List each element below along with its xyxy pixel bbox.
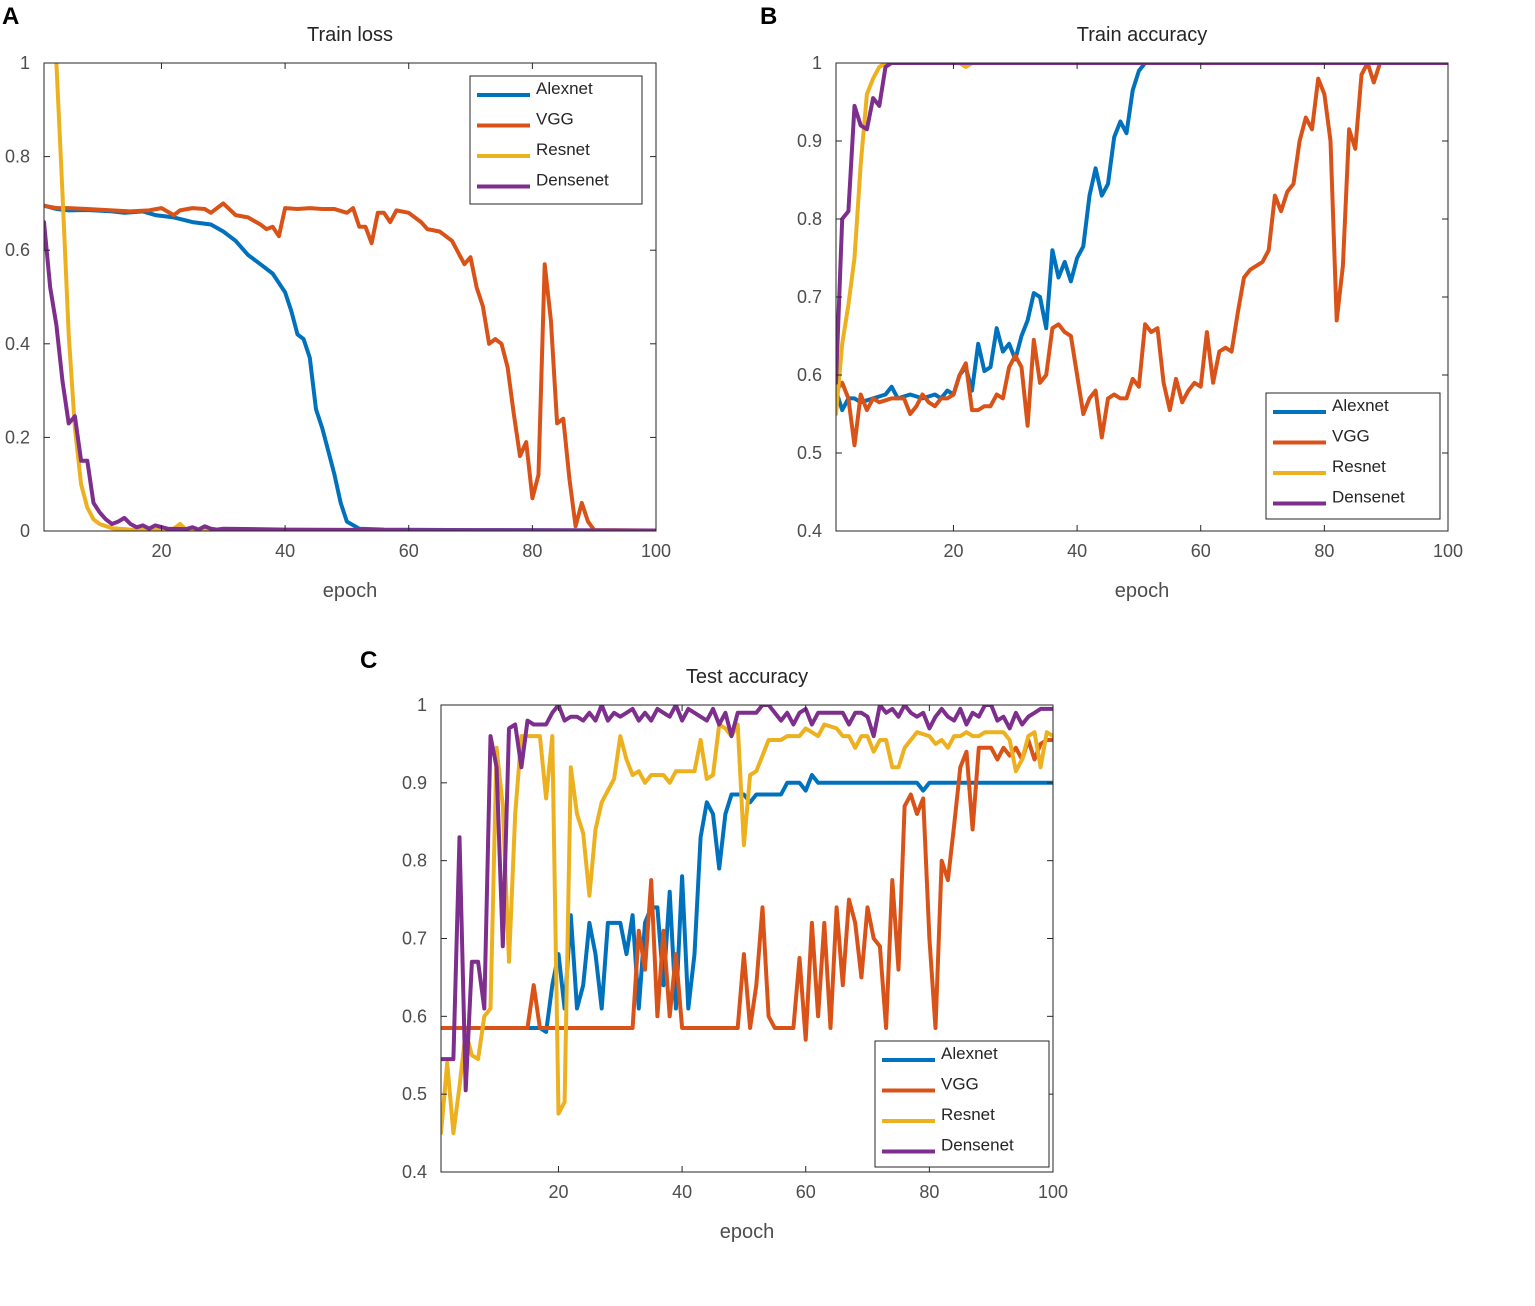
x-axis-label: epoch: [720, 1221, 775, 1243]
x-tick-label: 80: [522, 541, 542, 561]
legend-label: VGG: [1332, 427, 1370, 446]
legend-label: Resnet: [1332, 457, 1386, 476]
x-tick-label: 20: [943, 541, 963, 561]
panel-letter: A: [2, 3, 19, 30]
y-tick-label: 0.7: [402, 929, 427, 949]
chart-panel-b: B Train accuracy epoch 20 40 60 80 100 0.4 0.5 0.6…: [760, 3, 1463, 602]
y-tick-label: 1: [20, 53, 30, 73]
x-tick-label: 80: [919, 1182, 939, 1202]
x-tick-label: 100: [1433, 541, 1463, 561]
series-line-resnet: [836, 63, 1448, 416]
series-line-alexnet: [441, 773, 1053, 1034]
y-tick-label: 0.8: [5, 147, 30, 167]
legend-label: Alexnet: [536, 79, 593, 98]
y-tick-label: 0.8: [402, 851, 427, 871]
chart-title: Test accuracy: [686, 666, 808, 688]
series-line-vgg: [44, 201, 656, 531]
y-tick-label: 0.9: [402, 773, 427, 793]
legend: Alexnet VGG Resnet Densenet: [469, 75, 643, 205]
x-tick-label: 100: [641, 541, 671, 561]
legend-label: VGG: [941, 1075, 979, 1094]
legend-label: Densenet: [941, 1136, 1014, 1155]
y-tick-label: 0.8: [797, 209, 822, 229]
panel-letter: B: [760, 3, 777, 30]
x-tick-label: 20: [548, 1182, 568, 1202]
x-tick-label: 20: [151, 541, 171, 561]
series-line-alexnet: [836, 63, 1448, 413]
panel-letter: C: [360, 647, 377, 674]
y-tick-label: 0.6: [5, 240, 30, 260]
chart-title: Train accuracy: [1077, 24, 1207, 46]
y-tick-label: 0.7: [797, 287, 822, 307]
x-axis-label: epoch: [1115, 580, 1170, 602]
series-line-resnet: [54, 63, 656, 531]
x-tick-label: 40: [672, 1182, 692, 1202]
series-line-densenet: [441, 705, 1053, 1093]
legend-label: VGG: [536, 110, 574, 129]
legend-label: Alexnet: [1332, 396, 1389, 415]
legend-box: [469, 75, 643, 205]
series-line-vgg: [836, 63, 1448, 448]
chart-panel-a: A Train loss epoch 20 40 60 80 100 0 0.2 0.4 0.6 0.8…: [2, 3, 671, 602]
series-lines: [44, 63, 656, 531]
series-lines: [441, 705, 1053, 1136]
legend-label: Densenet: [1332, 488, 1405, 507]
series-line-alexnet: [44, 203, 656, 531]
chart-panel-c: C Test accuracy epoch 20 40 60 80 100 0.4 0.5 0.6 0…: [360, 647, 1068, 1243]
x-axis-label: epoch: [323, 580, 378, 602]
legend-label: Resnet: [536, 140, 590, 159]
x-tick-label: 60: [399, 541, 419, 561]
legend-label: Densenet: [536, 171, 609, 190]
y-tick-label: 1: [812, 53, 822, 73]
series-line-densenet: [44, 220, 656, 531]
legend: Alexnet VGG Resnet Densenet: [874, 1040, 1050, 1168]
y-tick-label: 0.2: [5, 427, 30, 447]
legend-label: Resnet: [941, 1105, 995, 1124]
x-tick-label: 40: [275, 541, 295, 561]
x-tick-label: 60: [796, 1182, 816, 1202]
y-tick-label: 0.5: [797, 443, 822, 463]
y-tick-label: 0.4: [402, 1162, 427, 1182]
y-tick-label: 0.4: [797, 521, 822, 541]
series-line-vgg: [441, 738, 1053, 1042]
y-tick-label: 0.5: [402, 1084, 427, 1104]
axes-frame: [43, 62, 657, 532]
chart-title: Train loss: [307, 24, 393, 46]
y-tick-label: 0.4: [5, 334, 30, 354]
series-lines: [836, 63, 1448, 448]
x-tick-label: 40: [1067, 541, 1087, 561]
legend: Alexnet VGG Resnet Densenet: [1265, 392, 1441, 520]
y-tick-label: 0.6: [402, 1006, 427, 1026]
x-tick-label: 60: [1191, 541, 1211, 561]
legend-label: Alexnet: [941, 1044, 998, 1063]
y-tick-label: 0: [20, 521, 30, 541]
x-tick-label: 100: [1038, 1182, 1068, 1202]
y-tick-label: 1: [417, 695, 427, 715]
x-tick-label: 80: [1314, 541, 1334, 561]
series-line-densenet: [836, 63, 1448, 385]
y-tick-label: 0.6: [797, 365, 822, 385]
y-tick-label: 0.9: [797, 131, 822, 151]
